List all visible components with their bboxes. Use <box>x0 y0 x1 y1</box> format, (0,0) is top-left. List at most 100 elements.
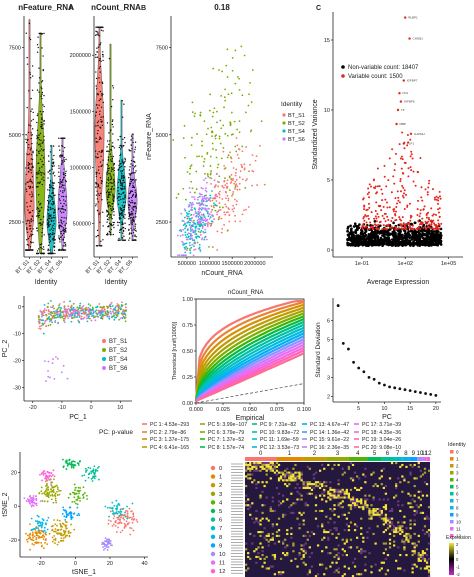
violin-point <box>48 184 51 187</box>
scatter-point <box>187 220 190 223</box>
scatter-point <box>204 189 207 192</box>
heatmap-cell <box>349 477 353 480</box>
elbow-point <box>372 377 376 381</box>
violin-point <box>128 215 130 217</box>
heatmap-cell <box>323 467 326 470</box>
violin-point <box>63 168 65 170</box>
scatter-point <box>254 159 257 162</box>
heatmap-cell <box>253 465 256 468</box>
variable-point <box>427 186 430 189</box>
violin-point <box>59 186 61 188</box>
violin-point <box>132 235 134 237</box>
violin-point <box>134 223 137 225</box>
tsne-point <box>65 459 68 462</box>
violin-point <box>124 214 126 216</box>
scatter-point <box>231 179 234 182</box>
scatter-point <box>197 230 200 233</box>
violin-point <box>37 248 40 250</box>
violin-point <box>135 193 137 195</box>
scatter-point <box>184 227 186 230</box>
scatter-point <box>184 209 187 212</box>
scatter-point <box>185 224 188 227</box>
scatter-point <box>207 221 210 224</box>
scatter-point <box>177 254 179 257</box>
tsne-point <box>56 488 59 491</box>
scatter-point <box>205 181 208 184</box>
scatter-point <box>191 206 193 209</box>
pca-point <box>62 364 65 367</box>
scatter-point <box>211 131 214 134</box>
cluster-label: 10 <box>416 451 423 457</box>
pca-point <box>47 370 49 372</box>
violin-point <box>95 181 97 184</box>
violin-point <box>53 246 56 248</box>
variable-point <box>403 207 406 210</box>
violin-point <box>112 179 115 181</box>
variable-point <box>367 187 370 190</box>
variable-point <box>374 209 377 212</box>
tsne-point <box>60 528 63 531</box>
legend-swatch <box>210 560 216 565</box>
variable-point <box>403 189 406 192</box>
pca-point <box>115 305 118 308</box>
violin-point <box>113 164 115 166</box>
jackstraw-line <box>195 335 305 402</box>
legend-title: PC: p-value <box>99 429 133 436</box>
tsne-point <box>53 535 56 537</box>
scatter-point <box>251 154 254 157</box>
heatmap-cell <box>294 471 297 474</box>
scatter-point <box>226 179 229 182</box>
violin-point <box>58 224 60 226</box>
scatter-point <box>246 178 248 180</box>
violin-point <box>132 194 134 197</box>
scatter-point <box>221 70 224 73</box>
violin-point <box>49 208 52 211</box>
tsne-point <box>59 523 62 525</box>
violin-point <box>62 205 64 207</box>
tsne-point <box>117 522 119 525</box>
variable-point <box>378 185 381 188</box>
variable-point <box>376 213 379 216</box>
scatter-point <box>214 137 217 140</box>
pca-point <box>62 313 65 316</box>
y-tick-label: 0 <box>327 248 330 254</box>
pca-point <box>97 312 100 314</box>
pca-point <box>96 315 99 318</box>
variable-point <box>398 143 401 146</box>
scatter-point <box>203 216 206 219</box>
pca-point <box>70 304 73 307</box>
pca-point <box>46 306 49 309</box>
violin-point <box>52 172 54 175</box>
variable-point <box>374 185 377 188</box>
pca-point <box>119 317 122 320</box>
tsne-point <box>50 484 53 487</box>
violin-point <box>102 30 104 32</box>
variable-point <box>436 202 439 205</box>
violin-point <box>128 203 130 206</box>
violin-point <box>64 229 67 232</box>
variable-point <box>417 199 420 202</box>
scatter-point <box>210 220 213 223</box>
violin-point <box>100 155 102 158</box>
variable-point <box>428 179 431 182</box>
tsne-point <box>122 516 125 519</box>
scatter-point <box>247 104 250 107</box>
tsne-point <box>74 489 76 491</box>
violin-point <box>133 160 135 163</box>
scatter-point <box>208 109 211 112</box>
heatmap-cell <box>312 473 316 476</box>
heatmap-cell <box>306 485 309 488</box>
scatter-point <box>191 101 194 104</box>
x-tick-label: 0.025 <box>216 407 230 413</box>
violin-point <box>96 31 98 33</box>
tsne-point <box>43 526 46 529</box>
violin-point <box>119 180 122 183</box>
violin-point <box>48 216 50 218</box>
pca-point <box>55 309 58 312</box>
non-variable-point <box>384 239 388 243</box>
scatter-point <box>220 157 223 160</box>
non-variable-point <box>431 239 435 243</box>
pca-point <box>57 313 60 316</box>
